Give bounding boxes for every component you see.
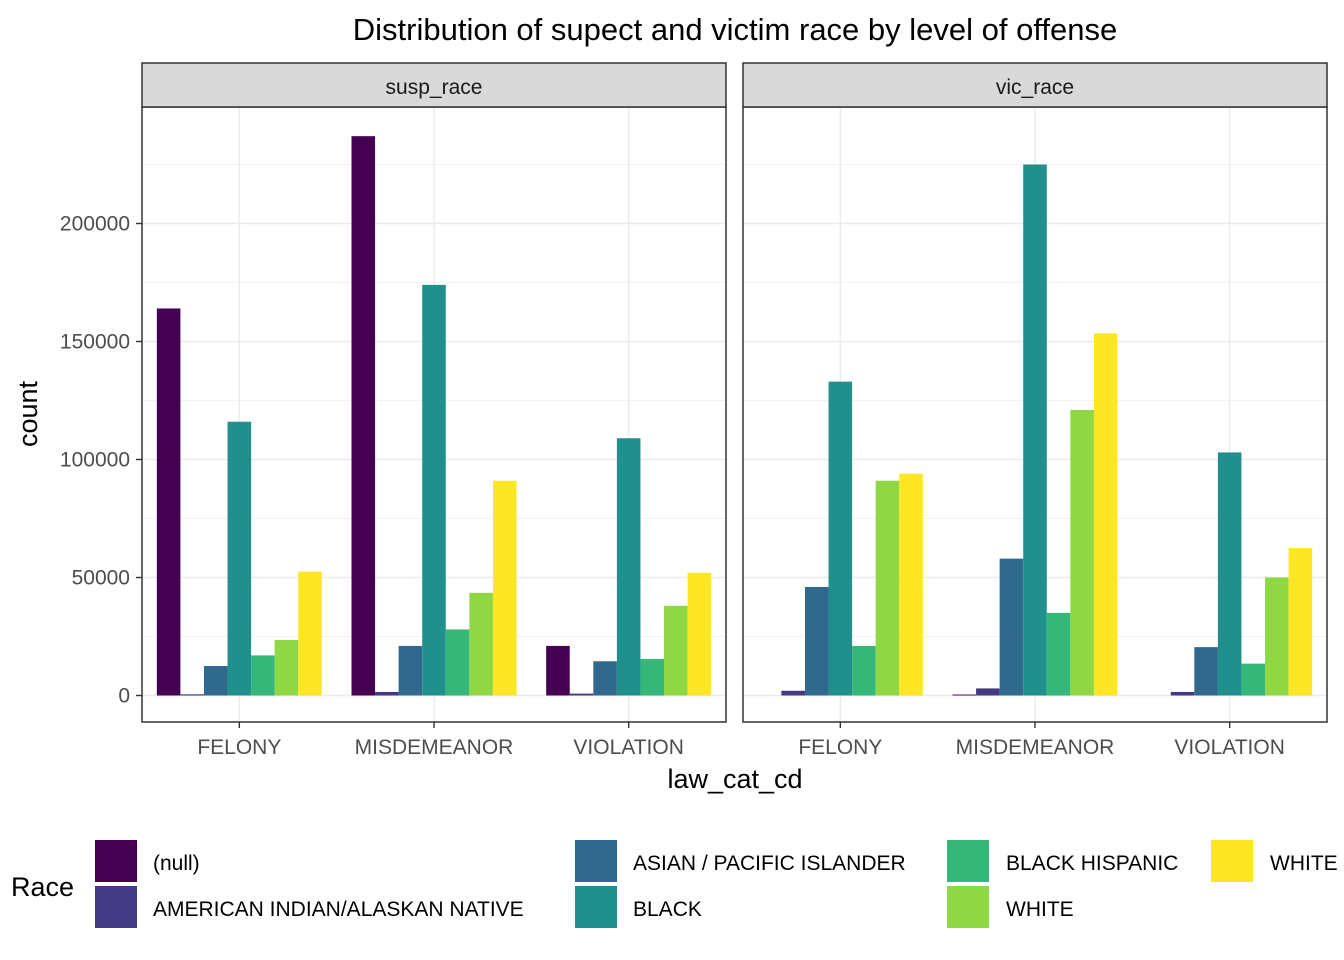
facet-strip-label: susp_race [386, 76, 483, 99]
y-tick-label: 100000 [60, 449, 130, 472]
bar [899, 473, 923, 696]
legend-key [95, 840, 137, 882]
bar [398, 645, 423, 696]
bar [952, 694, 977, 696]
legend-label: WHITE [1270, 852, 1338, 875]
bar [1241, 663, 1266, 696]
legend-key [575, 886, 617, 928]
chart-title: Distribution of supect and victim race b… [353, 12, 1117, 47]
bar [875, 480, 900, 696]
bar [492, 480, 517, 696]
facet-strip [742, 62, 1328, 108]
bar [976, 688, 1000, 696]
bar [351, 136, 376, 696]
bar [687, 572, 712, 696]
bar [1265, 577, 1289, 696]
bar [156, 308, 181, 696]
x-tick-label: MISDEMEANOR [355, 736, 514, 759]
legend-key [1211, 840, 1253, 882]
bar [375, 691, 399, 696]
bar [804, 586, 829, 696]
bar [1093, 333, 1118, 696]
bar [1194, 647, 1218, 696]
bar [569, 693, 594, 696]
legend-label: (null) [153, 852, 200, 875]
bar [1170, 691, 1195, 696]
x-tick-label: FELONY [197, 736, 281, 759]
bar [616, 438, 641, 696]
bar [828, 381, 853, 696]
x-tick-label: VIOLATION [573, 736, 683, 759]
y-tick-label: 150000 [60, 331, 130, 354]
bar [1023, 164, 1047, 696]
bar [251, 655, 275, 696]
bar [445, 629, 470, 696]
y-tick-label: 200000 [60, 213, 130, 236]
bar [227, 421, 252, 696]
legend: Race (null) AMERICAN INDIAN/ALASKAN NATIV… [11, 840, 1338, 928]
legend-key [575, 840, 617, 882]
y-tick-label: 50000 [72, 567, 130, 590]
x-tick-label: FELONY [798, 736, 882, 759]
bar [852, 645, 876, 696]
bar [640, 658, 665, 696]
legend-key [947, 840, 989, 882]
bar [781, 690, 805, 696]
y-axis-title: count [13, 380, 43, 447]
bar [664, 605, 688, 696]
y-tick-label: 0 [118, 685, 130, 708]
bar [469, 592, 493, 696]
bar [422, 284, 446, 696]
bar [546, 645, 570, 696]
bar [1217, 452, 1242, 696]
bar [999, 558, 1024, 696]
bar [1046, 612, 1071, 696]
legend-label: BLACK [633, 898, 702, 921]
legend-key [95, 886, 137, 928]
bar [180, 694, 204, 696]
x-tick-label: MISDEMEANOR [956, 736, 1115, 759]
bar [203, 666, 228, 696]
legend-label: AMERICAN INDIAN/ALASKAN NATIVE [153, 898, 524, 921]
legend-title: Race [11, 872, 74, 902]
legend-label: WHITE [1006, 898, 1074, 921]
legend-key [947, 886, 989, 928]
x-tick-label: VIOLATION [1174, 736, 1284, 759]
x-axis-title: law_cat_cd [667, 764, 802, 794]
bar [593, 661, 617, 696]
bar [1288, 548, 1313, 696]
legend-label: ASIAN / PACIFIC ISLANDER [633, 852, 906, 875]
bar [1070, 409, 1094, 696]
facet-panels: susp_race FELONY MISDEMEANOR VIOLATION 0 5000… [60, 62, 1328, 759]
legend-label: BLACK HISPANIC [1006, 852, 1178, 875]
bar [298, 571, 322, 696]
facet-strip-label: vic_race [996, 76, 1074, 99]
bar [274, 640, 299, 696]
facet-strip [141, 62, 727, 108]
